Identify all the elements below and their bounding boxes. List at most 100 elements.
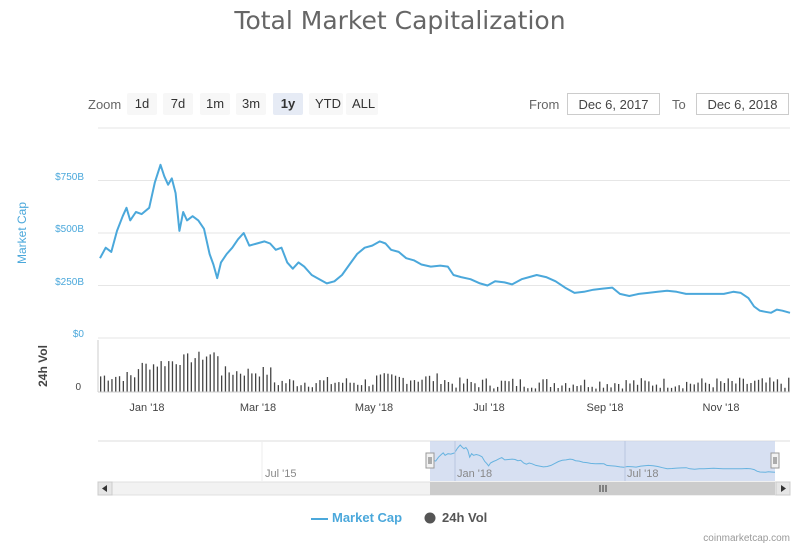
scroll-right-button[interactable] — [775, 481, 791, 496]
navigator-selection[interactable] — [430, 441, 775, 481]
scroll-left-button[interactable] — [97, 481, 113, 496]
zoom-1y-button[interactable]: 1y — [273, 93, 303, 115]
volume-bar — [100, 376, 102, 392]
volume-bar — [152, 364, 155, 392]
volume-bar — [674, 386, 676, 392]
volume-bar — [171, 361, 174, 392]
volume-bar — [459, 377, 461, 392]
volume-bar — [519, 379, 521, 392]
range-from-input[interactable]: Dec 6, 2017 — [567, 93, 660, 115]
volume-bar — [610, 387, 612, 392]
volume-bar — [549, 387, 552, 392]
volume-bar — [413, 380, 416, 392]
volume-bar — [742, 378, 744, 392]
volume-bar — [296, 386, 298, 392]
legend-circle-icon — [424, 512, 436, 524]
volume-bar — [534, 388, 537, 392]
volume-bar — [236, 371, 238, 392]
volume-bar — [368, 386, 370, 392]
volume-bar — [678, 385, 680, 392]
volume-bar — [387, 373, 389, 392]
volume-bar — [682, 388, 684, 392]
volume-bars — [100, 351, 790, 392]
range-to-label: To — [672, 97, 686, 112]
volume-bar — [122, 381, 124, 392]
zoom-7d-button[interactable]: 7d — [163, 93, 193, 115]
volume-bar — [160, 361, 162, 392]
zoom-all-button[interactable]: ALL — [346, 93, 378, 115]
market-cap-chart: Market Cap $750B $500B $250B $0 24h Vol … — [15, 127, 791, 496]
volume-bar — [444, 380, 446, 392]
volume-bar — [712, 387, 714, 392]
volume-bar — [323, 380, 325, 392]
volume-bar — [489, 385, 491, 392]
volume-bar — [149, 369, 151, 392]
chart-title: Total Market Capitalization — [234, 6, 566, 35]
volume-bar — [307, 386, 310, 392]
volume-bar — [648, 381, 650, 392]
volume-bar — [553, 383, 555, 392]
volume-bar — [270, 367, 272, 392]
volume-bar — [315, 383, 317, 392]
zoom-3m-button[interactable]: 3m — [236, 93, 266, 115]
volume-bar — [281, 380, 283, 392]
volume-bar — [602, 387, 605, 392]
volume-bar — [716, 378, 718, 392]
volume-bar — [727, 378, 729, 392]
volume-bar — [428, 375, 431, 392]
volume-bar — [527, 388, 529, 392]
volume-bar — [614, 383, 616, 392]
volume-bar — [353, 382, 355, 392]
volume-bar — [697, 382, 699, 392]
volume-bar — [508, 381, 510, 392]
x-tick-sep-18: Sep '18 — [587, 402, 624, 414]
volume-bar — [357, 384, 359, 392]
volume-bar — [175, 364, 177, 392]
volume-bar — [765, 382, 767, 392]
volume-bar — [580, 385, 582, 392]
volume-bar — [542, 379, 544, 392]
navigator-right-handle[interactable] — [770, 452, 780, 469]
volume-bar — [217, 356, 219, 392]
volume-bar — [470, 382, 472, 392]
volume-bar — [576, 386, 578, 392]
volume-bar — [587, 387, 589, 392]
zoom-1d-button[interactable]: 1d — [127, 93, 157, 115]
navigator-left-handle[interactable] — [425, 452, 435, 469]
x-tick-mar-18: Mar '18 — [240, 402, 276, 414]
volume-bar — [485, 378, 487, 392]
scrollbar[interactable] — [97, 481, 791, 496]
volume-bar — [334, 382, 336, 392]
volume-bar — [757, 379, 760, 392]
credits-link[interactable]: coinmarketcap.com — [703, 533, 790, 544]
volume-bar — [213, 352, 215, 392]
volume-bar — [137, 369, 140, 392]
volume-bar — [273, 382, 276, 392]
market-cap-series — [99, 163, 791, 314]
volume-bar — [330, 384, 332, 392]
volume-bar — [565, 383, 567, 392]
volume-bar — [300, 385, 302, 392]
volume-bar — [512, 378, 514, 392]
range-to-input[interactable]: Dec 6, 2018 — [696, 93, 789, 115]
legend-volume-label: 24h Vol — [442, 510, 488, 525]
volume-bar — [410, 380, 412, 392]
volume-bar — [746, 383, 748, 392]
volume-bar — [735, 383, 737, 392]
volume-bar — [421, 379, 423, 392]
legend-line-icon — [311, 518, 328, 520]
volume-bar — [398, 376, 400, 392]
navigator[interactable]: Jul '15 Jan '18 Jul '18 — [98, 440, 790, 481]
volume-bar — [285, 383, 287, 392]
zoom-1m-button[interactable]: 1m — [200, 93, 230, 115]
volume-bar — [266, 374, 268, 392]
volume-bar — [228, 372, 230, 392]
navigator-tick-jul-18: Jul '18 — [627, 468, 658, 480]
volume-bar — [451, 383, 453, 392]
volume-bar — [463, 383, 465, 392]
volume-bar — [115, 376, 117, 392]
x-tick-jul-18: Jul '18 — [473, 402, 504, 414]
zoom-ytd-button[interactable]: YTD — [309, 93, 343, 115]
volume-bar — [568, 387, 571, 392]
volume-bar — [372, 384, 374, 392]
